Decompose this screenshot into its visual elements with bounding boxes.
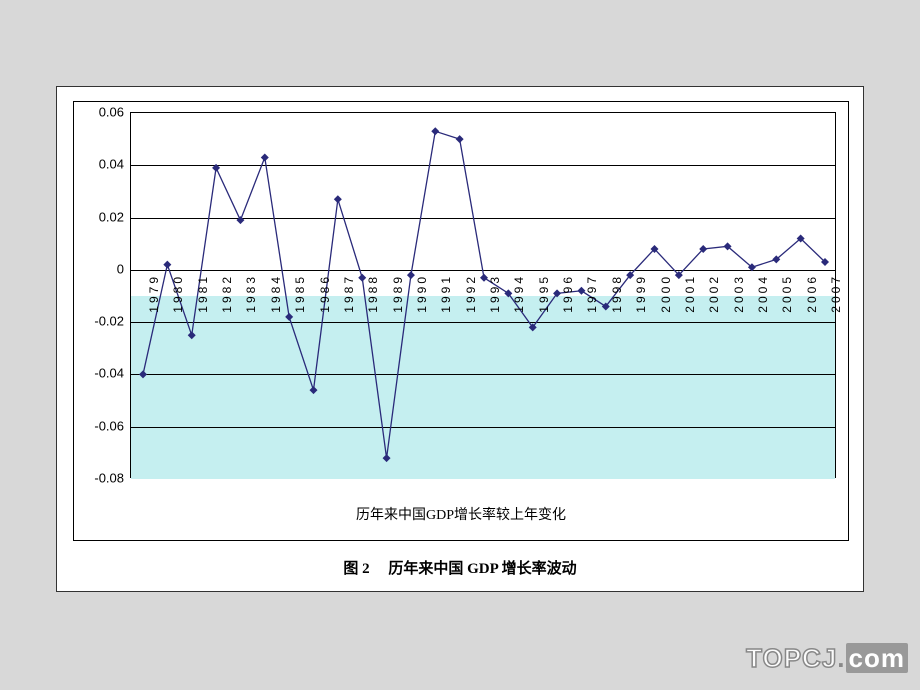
watermark-dot: .: [837, 643, 845, 673]
x-tick-label: 2003: [732, 274, 746, 313]
series-marker: [163, 261, 171, 269]
chart-legend-label: 历年来中国GDP增长率较上年变化: [74, 504, 848, 524]
y-tick-label: -0.08: [74, 471, 124, 486]
x-tick-label: 1986: [318, 274, 332, 313]
x-tick-label: 1979: [147, 274, 161, 313]
x-tick-label: 1990: [415, 274, 429, 313]
series-marker: [480, 274, 488, 282]
watermark: TOPCJ.com: [746, 643, 908, 674]
series-marker: [236, 216, 244, 224]
series-marker: [285, 313, 293, 321]
series-marker: [212, 164, 220, 172]
y-tick-label: 0.02: [74, 209, 124, 224]
x-tick-label: 1992: [464, 274, 478, 313]
caption-prefix: 图 2: [343, 561, 369, 577]
x-tick-label: 2000: [659, 274, 673, 313]
plot-area: 1979 1980 1981 1982 1983 1984 1985 1986 1987 1988…: [130, 112, 836, 478]
y-tick-label: -0.04: [74, 366, 124, 381]
caption-text: 历年来中国 GDP 增长率波动: [388, 561, 576, 577]
series-marker: [431, 127, 439, 135]
series-marker: [383, 454, 391, 462]
y-tick-label: 0.06: [74, 105, 124, 120]
x-tick-label: 1994: [512, 274, 526, 313]
x-tick-label: 1999: [634, 274, 648, 313]
series-marker: [334, 195, 342, 203]
series-markers: [139, 127, 829, 462]
x-tick-label: 1995: [537, 274, 551, 313]
y-tick-label: 0.04: [74, 157, 124, 172]
x-tick-label: 1984: [269, 274, 283, 313]
x-tick-label: 1980: [171, 274, 185, 313]
chart-outer-box: 1979 1980 1981 1982 1983 1984 1985 1986 1987 1988…: [73, 101, 849, 541]
series-marker: [456, 135, 464, 143]
y-tick-label: 0: [74, 261, 124, 276]
series-marker: [188, 331, 196, 339]
x-tick-label: 2002: [707, 274, 721, 313]
series-marker: [358, 274, 366, 282]
x-tick-label: 1997: [585, 274, 599, 313]
watermark-suffix: com: [846, 643, 908, 673]
x-tick-label: 2005: [780, 274, 794, 313]
x-tick-label: 2007: [829, 274, 843, 313]
x-tick-label: 1982: [220, 274, 234, 313]
x-tick-label: 1991: [439, 274, 453, 313]
y-tick-label: -0.06: [74, 418, 124, 433]
series-marker: [310, 386, 318, 394]
series-marker: [261, 153, 269, 161]
x-tick-label: 1998: [610, 274, 624, 313]
x-tick-label: 1985: [293, 274, 307, 313]
x-tick-label: 1981: [196, 274, 210, 313]
chart-caption: 图 2 历年来中国 GDP 增长率波动: [57, 557, 863, 578]
x-tick-label: 1983: [244, 274, 258, 313]
series-marker: [407, 271, 415, 279]
x-tick-label: 1993: [488, 274, 502, 313]
x-tick-label: 1988: [366, 274, 380, 313]
x-tick-label: 2006: [805, 274, 819, 313]
x-tick-label: 2004: [756, 274, 770, 313]
chart-frame: 1979 1980 1981 1982 1983 1984 1985 1986 1987 1988…: [56, 86, 864, 592]
y-tick-label: -0.02: [74, 314, 124, 329]
series-marker: [139, 370, 147, 378]
x-tick-label: 2001: [683, 274, 697, 313]
x-tick-label: 1989: [391, 274, 405, 313]
watermark-main: TOPCJ: [746, 643, 837, 673]
line-series-svg: [131, 113, 835, 477]
x-tick-label: 1996: [561, 274, 575, 313]
x-tick-label: 1987: [342, 274, 356, 313]
